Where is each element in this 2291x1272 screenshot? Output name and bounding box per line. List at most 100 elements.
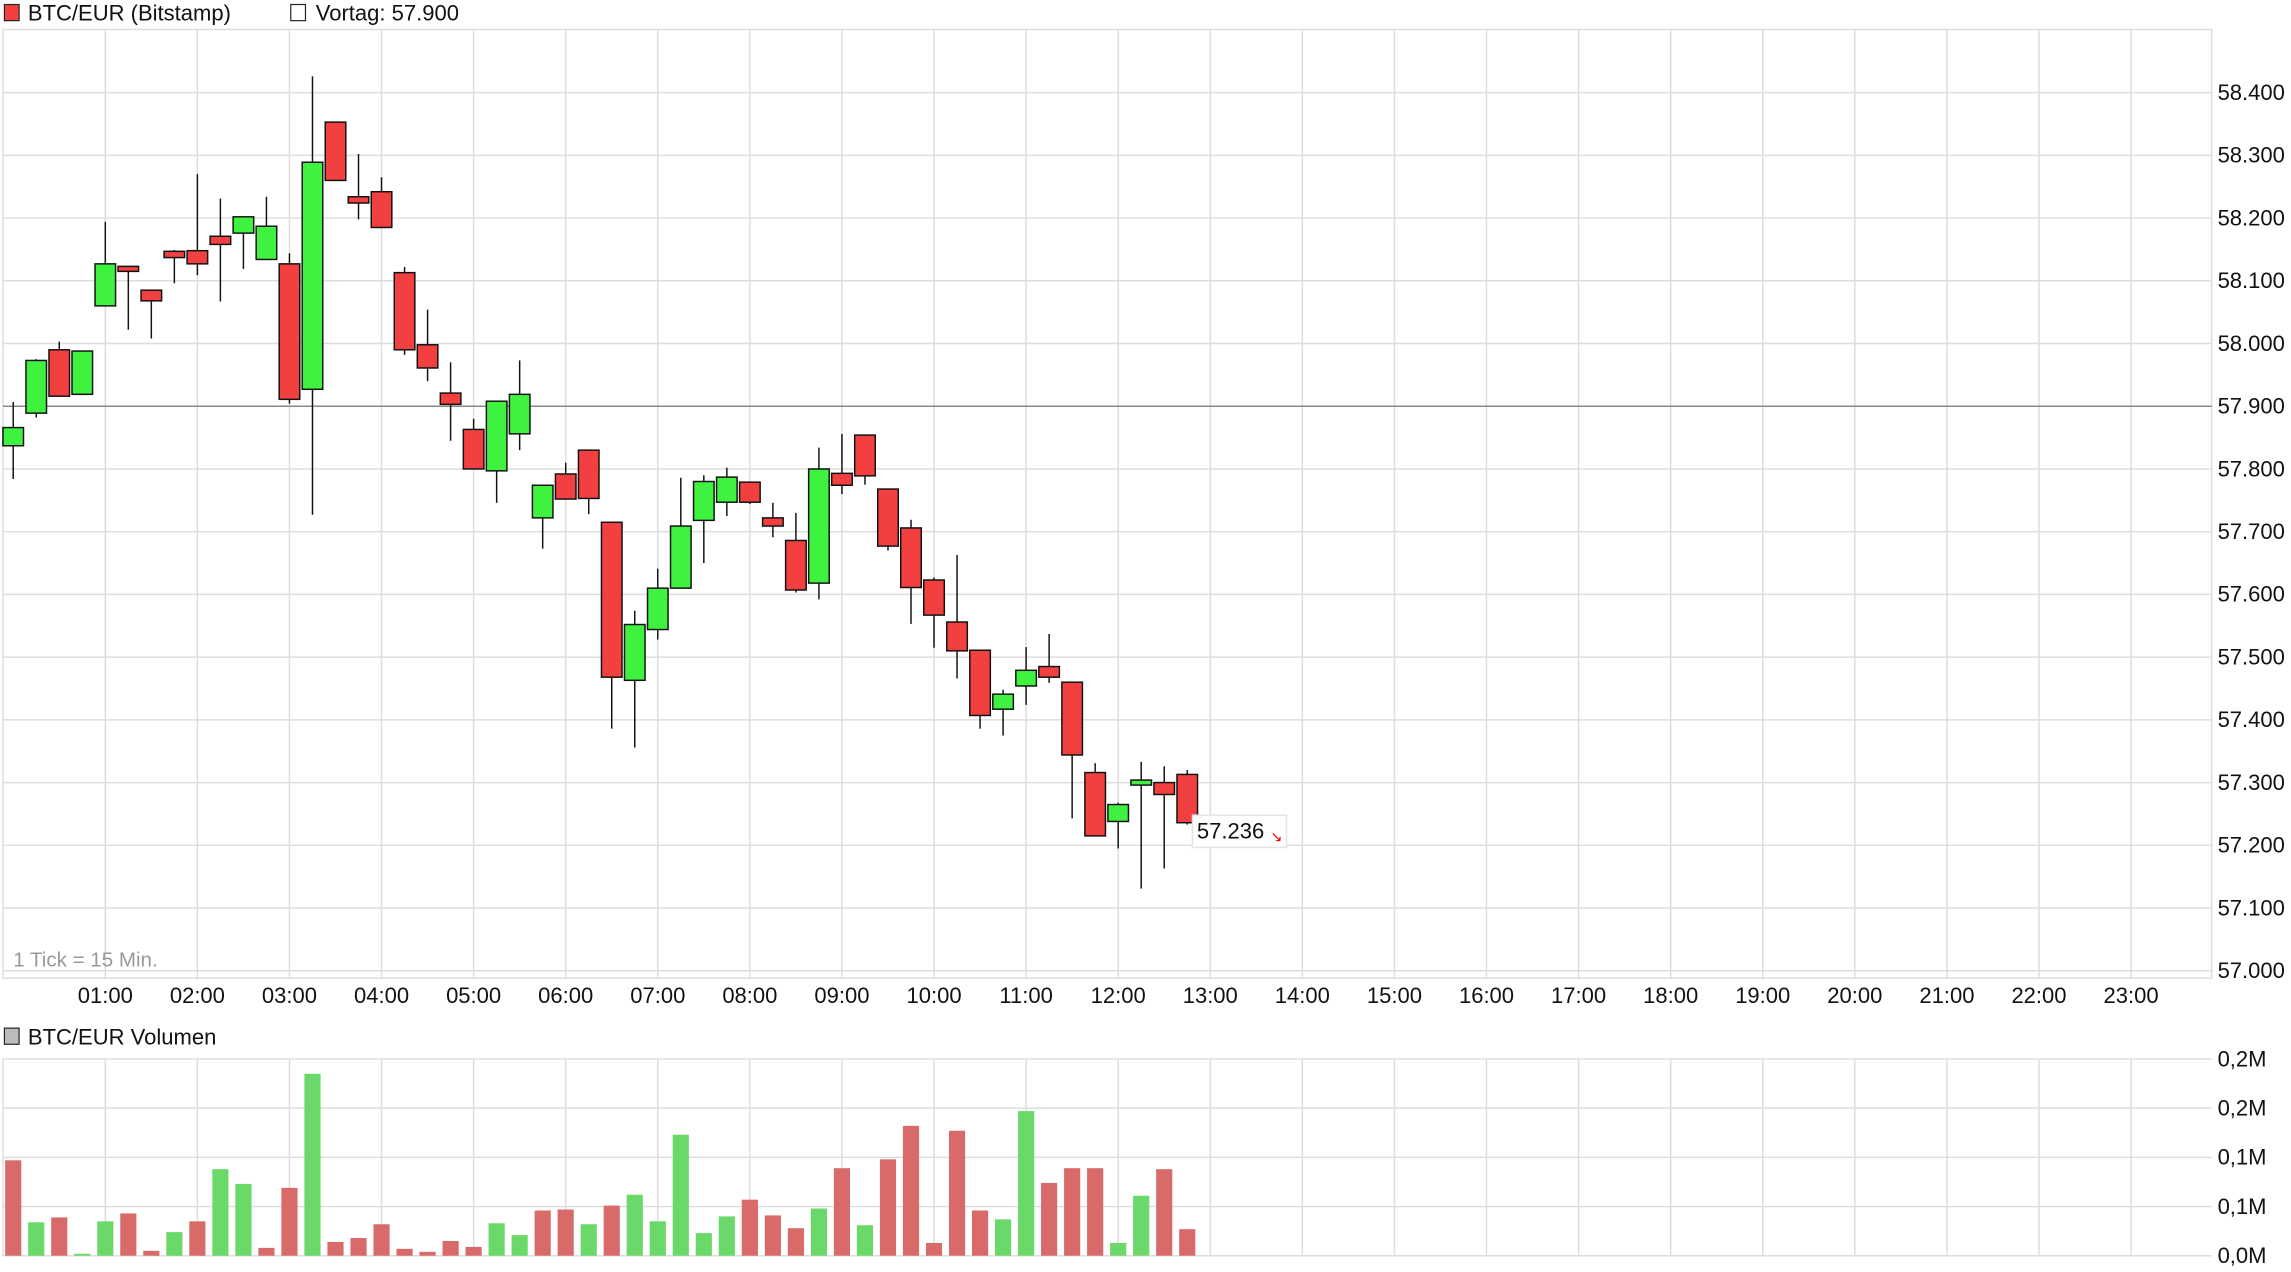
volume-tick-label: 0,0M [2218,1243,2267,1268]
volume-bar [1041,1182,1058,1256]
candle-body [1061,681,1084,756]
candle [140,289,163,339]
volume-bar [281,1187,298,1256]
volume-tick-label: 0,2M [2218,1095,2267,1120]
price-tick-label: 57.400 [2218,707,2285,732]
candle [301,76,324,515]
candle [899,519,923,624]
candle-body [1038,665,1061,678]
candle [853,434,876,485]
time-tick-label: 23:00 [2104,983,2159,1008]
volume-bar [396,1248,413,1256]
volume-bar [557,1209,574,1256]
candle [784,512,807,593]
volume-bar [166,1232,183,1256]
candle [715,467,738,517]
candle [255,196,278,261]
time-tick-label: 14:00 [1275,983,1330,1008]
volume-bar [925,1242,943,1256]
volume-bar [626,1194,643,1256]
candle-body [830,472,853,487]
volume-bar [1110,1242,1127,1256]
volume-tick-label: 0,1M [2218,1145,2267,1170]
candle-body [1176,773,1199,824]
price-tick-label: 57.700 [2218,519,2285,544]
prev-close-legend-swatch [290,3,307,22]
candle [370,177,393,229]
candle-body [439,392,462,406]
candle-body [761,517,784,527]
time-tick-label: 17:00 [1551,983,1606,1008]
candle [48,341,71,397]
candle-body [48,349,71,397]
candle [969,649,992,729]
candle-body [1130,779,1153,786]
candle [1061,681,1084,819]
volume-bar [511,1235,528,1256]
candle [577,449,600,515]
series-legend-swatch [3,3,20,22]
time-tick-label: 08:00 [722,983,777,1008]
candle-body [186,249,209,265]
candle [71,350,94,396]
candle [485,400,508,503]
time-axis: 01:00 02:00 03:00 04:00 05:00 06:00 07:00 08:00… [78,983,2159,1008]
candle-body [899,527,923,589]
candle-body [784,539,807,591]
candle-body [324,121,347,182]
volume-bar [534,1210,551,1256]
candle [393,266,416,355]
candle-body [1084,771,1107,837]
candle [761,502,784,538]
candle-body [2,426,25,447]
volume-bar [1156,1169,1173,1256]
prev-close-legend-label: Vortag: 57.900 [316,1,459,26]
candle-body [646,587,669,631]
volume-bar [350,1238,367,1256]
volume-bar [718,1216,735,1256]
time-tick-label: 16:00 [1459,983,1514,1008]
price-tick-label: 57.500 [2218,644,2285,669]
candle-body [876,488,899,547]
candle-body [853,434,876,477]
candle [669,477,692,589]
volume-bar [5,1160,22,1256]
candle-body [71,350,94,396]
volume-bar [856,1225,874,1256]
candle [738,481,761,505]
candle-body [531,484,554,519]
time-tick-label: 06:00 [538,983,593,1008]
volume-bar [327,1241,344,1256]
candle [508,360,531,451]
volume-bar [373,1224,390,1256]
candle [347,154,370,220]
candle-body [692,480,715,522]
candle-body [600,521,623,678]
candle-body [25,359,48,414]
time-tick-label: 21:00 [1919,983,1974,1008]
volume-bar [672,1134,689,1256]
volume-axis: 0,0M 0,1M 0,1M 0,2M 0,2M [2218,1046,2267,1268]
candle [807,447,830,600]
volume-bar [580,1224,597,1256]
candle [416,309,439,382]
candle-body [416,344,439,369]
volume-bar [212,1169,229,1256]
volume-legend-swatch [3,1027,20,1045]
candle-body [923,579,946,616]
volume-bar [143,1250,160,1256]
volume-grid [2,1058,2212,1257]
candle [2,401,25,479]
candle [1130,761,1153,889]
price-tick-label: 57.100 [2218,895,2285,920]
time-tick-label: 19:00 [1735,983,1790,1008]
candle [163,250,186,284]
candle-body [946,621,969,652]
price-tick-label: 57.900 [2218,394,2285,419]
price-tick-label: 58.200 [2218,205,2285,230]
candle [531,484,554,549]
volume-bar [995,1219,1012,1256]
candle-body [1153,781,1176,796]
volume-bar [442,1240,459,1256]
